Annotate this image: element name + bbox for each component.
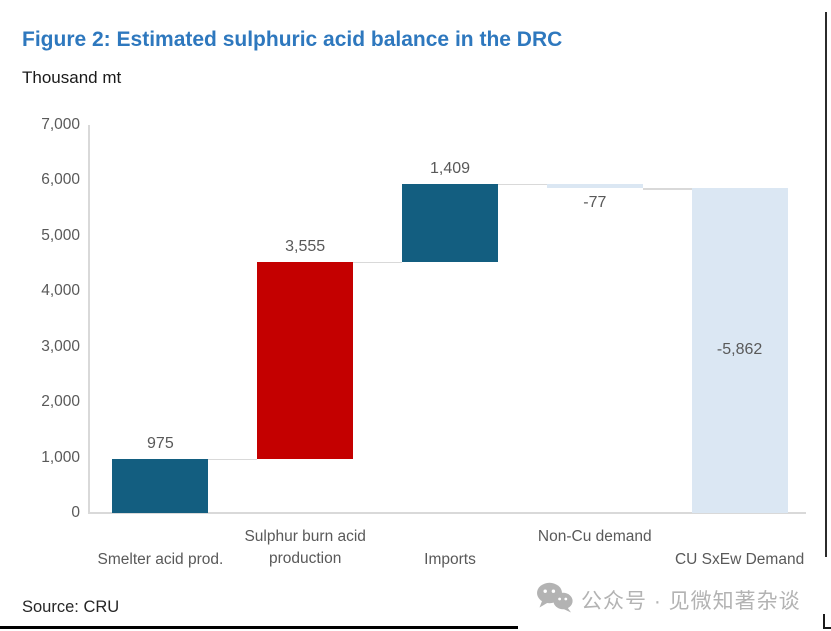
- page-border-corner: [823, 614, 826, 629]
- category-label-cu-sxew-demand: CU SxEw Demand: [674, 551, 805, 568]
- bar-sulphur-burn-acid-production: [257, 261, 354, 459]
- y-tick-label: 2,000: [41, 393, 80, 411]
- axis-units-label: Thousand mt: [22, 68, 122, 87]
- page-border-right: [825, 12, 827, 557]
- y-tick-label: 7,000: [41, 116, 80, 133]
- value-label-smelter-acid-prod: 975: [147, 434, 174, 452]
- bottom-rule: [0, 626, 518, 629]
- value-label-cu-sxew-demand: -5,862: [716, 340, 763, 358]
- y-tick-label: 6,000: [41, 171, 80, 189]
- bar-imports: [402, 183, 498, 262]
- y-tick-label: 4,000: [41, 282, 80, 300]
- category-label-smelter-acid-prod: Smelter acid prod.: [97, 551, 224, 568]
- value-label-sulphur-burn-acid-production: 3,555: [285, 237, 326, 255]
- page-border-corner: [823, 626, 831, 629]
- figure-title: Figure 2: Estimated sulphuric acid balan…: [22, 28, 563, 51]
- value-label-non-cu-demand: -77: [583, 194, 607, 212]
- watermark-text: 公众号 · 见微知著杂谈: [581, 590, 801, 613]
- bar-non-cu-demand: [546, 183, 643, 189]
- bar-smelter-acid-prod: [112, 458, 209, 513]
- connector-line: [208, 458, 258, 461]
- y-tick-label: 3,000: [41, 337, 80, 355]
- value-label-imports: 1,409: [429, 159, 471, 177]
- category-label-sulphur-burn-acid-production: Sulphur burn acid production: [244, 528, 366, 567]
- x-axis-line: [88, 512, 806, 514]
- y-tick-label: 1,000: [41, 448, 80, 466]
- y-axis-line: [88, 125, 90, 514]
- connector-line: [642, 188, 692, 190]
- category-label-imports: Imports: [424, 551, 476, 568]
- bar-cu-sxew-demand: [691, 188, 788, 513]
- wechat-icon: [536, 582, 573, 618]
- y-tick-label: 0: [71, 504, 80, 521]
- connector-line: [353, 261, 402, 264]
- watermark: 公众号 · 见微知著杂谈: [536, 582, 801, 618]
- source-text: Source: CRU: [22, 598, 120, 616]
- y-tick-label: 5,000: [41, 226, 80, 244]
- connector-line: [498, 183, 547, 186]
- category-label-non-cu-demand: Non-Cu demand: [537, 528, 652, 545]
